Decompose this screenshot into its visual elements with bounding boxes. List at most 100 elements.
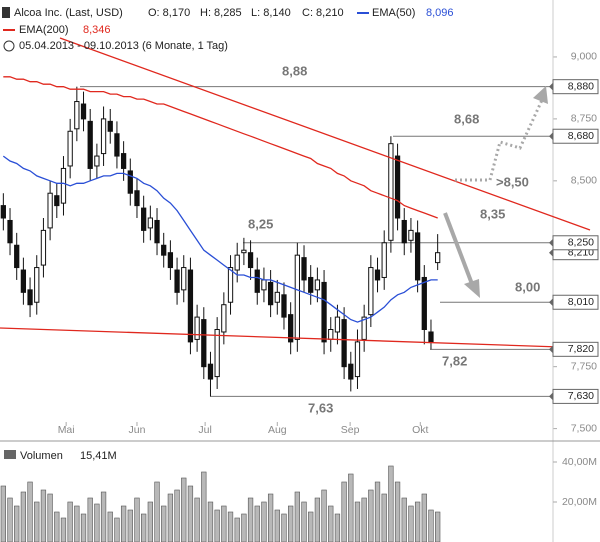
volume-bar [154, 481, 160, 542]
candle-body [221, 304, 227, 333]
candle-body [54, 195, 60, 207]
volume-bar [428, 509, 434, 542]
y-tick-label: 9,000 [571, 51, 597, 63]
level-tag-tip [549, 345, 553, 354]
candle-body [14, 244, 20, 269]
candle-body [381, 242, 387, 278]
candle-body [294, 254, 300, 340]
level-tag-label: 7,820 [568, 343, 594, 355]
volume-bar [207, 501, 214, 542]
volume-bar [321, 489, 327, 542]
candle-body [47, 192, 53, 229]
volume-bar [435, 511, 441, 542]
candle-body [87, 120, 93, 169]
candle-body [274, 291, 280, 303]
candle-body [154, 219, 160, 244]
candle-body [161, 244, 167, 256]
candle-body [67, 130, 73, 167]
x-tick-label: Aug [268, 424, 287, 436]
volume-bar [14, 505, 20, 542]
candle-body [435, 252, 441, 264]
candle-body [321, 281, 327, 343]
candle-body [27, 289, 33, 306]
annotation: 8,88 [282, 63, 307, 78]
level-tag-tip [549, 298, 553, 307]
candle-body [201, 319, 207, 368]
candle-body [94, 155, 100, 167]
candle-body [80, 103, 87, 120]
volume-bar [241, 513, 247, 542]
volume-bar [374, 481, 381, 542]
volume-bar [167, 493, 174, 542]
level-tag-label: 8,880 [568, 80, 594, 92]
volume-bar [281, 513, 287, 542]
candle-body [20, 269, 27, 293]
candle-body [147, 217, 153, 229]
legend-label: EMA(50) [372, 7, 415, 19]
y-tick-label: 8,750 [571, 113, 597, 125]
candle-body [421, 276, 427, 331]
candle-body [181, 267, 187, 291]
candle-body [334, 316, 341, 333]
volume-bar [267, 493, 274, 542]
volume-bar [421, 493, 427, 542]
volume-bar [221, 505, 227, 542]
volume-bar [308, 511, 314, 542]
candle-body [141, 207, 147, 231]
candle-body [7, 219, 13, 244]
candle-body [167, 252, 174, 269]
volume-bar [181, 477, 187, 542]
ema-line [2, 155, 438, 323]
clock-icon [3, 40, 15, 52]
candle-body [267, 281, 274, 306]
candle-body [394, 155, 401, 219]
volume-bar [388, 465, 394, 542]
candle-body [388, 143, 394, 241]
candle-body [374, 269, 381, 281]
candle-body [241, 249, 247, 254]
volume-bar [40, 489, 47, 542]
volume-bar [414, 501, 421, 542]
y-tick-label: 9,250 [571, 0, 597, 1]
candle-body [401, 219, 407, 244]
candle-body [368, 267, 374, 316]
volume-y-tick-label: 40,00M [562, 456, 597, 468]
candle-body [187, 269, 194, 343]
volume-bar [328, 505, 334, 542]
candle-body [428, 331, 434, 343]
volume-bar [47, 493, 53, 542]
icon [2, 7, 10, 18]
volume-bar [227, 511, 234, 542]
volume-bar [288, 505, 294, 542]
annotation: 8,25 [248, 216, 273, 231]
volume-bar [341, 481, 347, 542]
volume-bar [354, 501, 361, 542]
y-tick-label: 7,500 [571, 422, 597, 434]
candle-body [134, 190, 140, 207]
candle-body [74, 101, 80, 130]
volume-bar [408, 505, 414, 542]
level-tag-tip [549, 238, 553, 247]
arrow-head [464, 279, 480, 298]
ohlc-label: C: 8,210 [302, 7, 344, 19]
volume-bar [107, 511, 113, 542]
volume-bar [161, 505, 167, 542]
x-tick-label: Jun [129, 424, 146, 436]
candle-body [214, 329, 220, 378]
level-tag-label: 8,680 [568, 130, 594, 142]
candle-body [361, 316, 367, 340]
arrow-head [533, 86, 548, 104]
x-tick-label: Mai [58, 424, 75, 436]
volume-bar [214, 509, 220, 542]
candle-body [354, 341, 361, 378]
volume-bar [301, 501, 307, 542]
candle-body [227, 267, 234, 303]
volume-bar [254, 505, 260, 542]
volume-bar [294, 491, 300, 542]
candle-body [40, 229, 47, 266]
arrow [443, 212, 474, 285]
volume-bar [187, 485, 194, 542]
